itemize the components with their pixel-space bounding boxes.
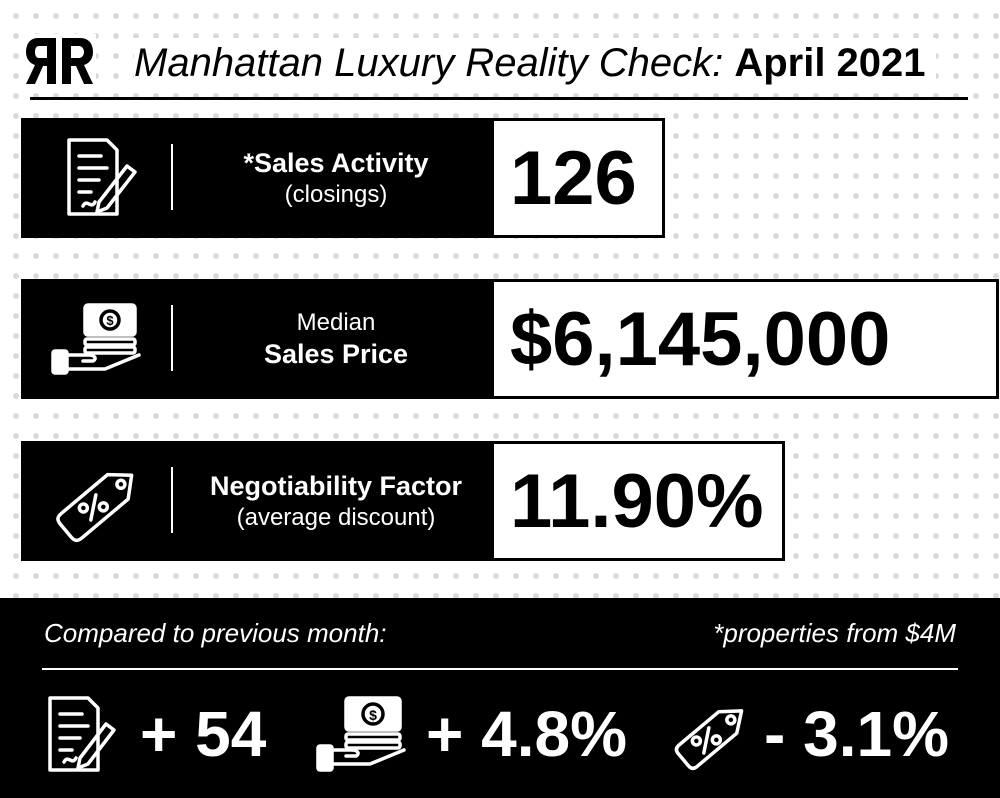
stat-label-subtitle: Sales Price [263,338,409,369]
header-divider [30,97,968,100]
header: Manhattan Luxury Reality Check: April 20… [0,0,1000,100]
discount-tag-icon [672,694,756,774]
footer-divider [42,668,958,670]
change-value: + 4.8% [426,698,628,770]
stat-label: Median Sales Price [186,279,486,399]
svg-text:$: $ [106,313,114,328]
comparison-footer: Compared to previous month: *properties … [0,598,1000,798]
svg-text:$: $ [369,707,377,723]
page-title: Manhattan Luxury Reality Check: April 20… [134,38,936,88]
label-divider [171,144,173,210]
stat-label-panel: *Sales Activity (closings) [21,118,491,238]
stat-label: Negotiability Factor (average discount) [186,441,486,561]
footnote: *properties from $4M [713,618,956,648]
stat-label-panel: $ Median Sales Price [21,279,491,399]
title-main: Manhattan Luxury Reality Check: [134,41,724,85]
money-hand-icon: $ [316,694,408,774]
contract-signing-icon [44,694,120,774]
title-date: April 2021 [734,41,926,85]
contract-signing-icon [43,136,153,220]
compare-label: Compared to previous month: [44,618,387,648]
stat-label-title: Median [296,308,376,336]
stat-value: 11.90% [491,441,785,561]
stat-label: *Sales Activity (closings) [186,118,486,238]
change-value: - 3.1% [764,698,949,770]
brand-logo [26,34,96,88]
change-value: + 54 [140,698,267,770]
stat-label-title: *Sales Activity [243,147,429,178]
money-hand-icon: $ [43,297,153,381]
stat-label-title: Negotiability Factor [209,470,463,501]
stat-value: 126 [491,118,665,238]
stat-label-panel: Negotiability Factor (average discount) [21,441,491,561]
stat-label-subtitle: (average discount) [236,503,436,531]
discount-tag-icon [43,459,153,543]
label-divider [171,305,173,371]
label-divider [171,467,173,533]
stat-value: $6,145,000 [491,279,999,399]
stat-label-subtitle: (closings) [284,180,388,208]
